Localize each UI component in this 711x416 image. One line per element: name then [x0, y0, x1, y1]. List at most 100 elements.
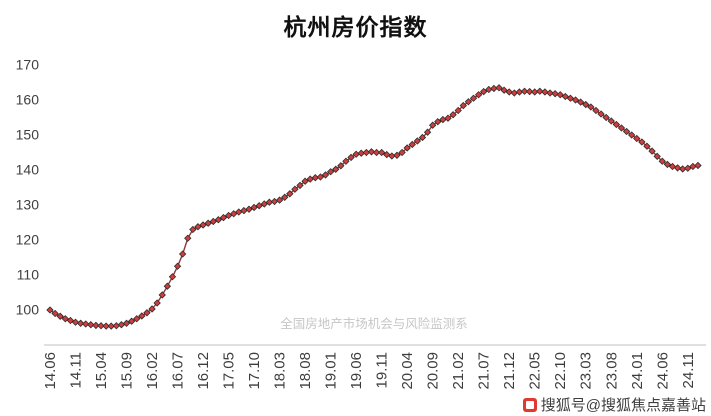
chart-title: 杭州房价指数	[283, 14, 428, 40]
svg-text:20.04: 20.04	[399, 352, 416, 390]
svg-text:15.09: 15.09	[119, 352, 136, 390]
svg-text:19.01: 19.01	[323, 352, 340, 390]
data-point-marker	[127, 317, 136, 325]
data-point-marker	[607, 117, 615, 125]
data-point-marker	[454, 106, 462, 115]
svg-text:17.10: 17.10	[246, 352, 263, 390]
svg-text:100: 100	[16, 302, 40, 318]
svg-text:24.06: 24.06	[654, 352, 671, 390]
data-point-marker	[352, 150, 360, 158]
data-point-marker	[582, 100, 590, 109]
data-point-marker	[668, 162, 677, 171]
data-point-marker	[597, 110, 605, 118]
svg-text:18.08: 18.08	[297, 352, 314, 390]
svg-text:110: 110	[17, 267, 40, 283]
sohu-watermark: 搜狐号@搜狐焦点嘉善站	[522, 394, 706, 415]
data-point-marker	[653, 152, 661, 161]
chart-watermark: 全国房地产市场机会与风险监测系	[280, 316, 468, 331]
data-point-marker	[250, 203, 258, 212]
data-point-marker	[224, 211, 233, 220]
data-point-marker	[337, 162, 345, 170]
data-point-marker	[541, 88, 549, 96]
data-point-marker	[495, 84, 503, 92]
data-point-marker	[684, 164, 692, 172]
svg-text:22.05: 22.05	[527, 352, 544, 390]
svg-text:15.04: 15.04	[93, 352, 110, 390]
data-point-marker	[449, 111, 457, 119]
data-point-marker	[342, 157, 350, 165]
data-point-marker	[56, 312, 64, 320]
data-point-marker	[46, 306, 54, 314]
data-point-marker	[469, 94, 478, 102]
series-markers	[46, 84, 702, 330]
svg-text:23.08: 23.08	[603, 352, 620, 390]
svg-text:18.03: 18.03	[272, 352, 289, 390]
svg-text:150: 150	[16, 127, 40, 143]
data-point-marker	[97, 322, 105, 330]
data-point-marker	[92, 321, 100, 330]
data-point-marker	[117, 321, 126, 329]
svg-text:23.03: 23.03	[578, 352, 595, 390]
data-point-marker	[347, 153, 355, 162]
data-point-marker	[622, 127, 631, 136]
sohu-logo-icon	[522, 397, 537, 412]
data-point-marker	[643, 142, 651, 150]
data-point-marker	[286, 190, 294, 198]
data-point-marker	[71, 318, 80, 326]
sohu-watermark-text: 搜狐号@搜狐焦点嘉善站	[540, 397, 706, 414]
data-point-marker	[398, 148, 406, 157]
data-point-marker	[459, 101, 467, 110]
data-point-marker	[403, 144, 411, 152]
data-point-marker	[505, 88, 513, 96]
data-point-marker	[107, 322, 115, 330]
data-point-marker	[393, 151, 401, 159]
svg-text:14.06: 14.06	[42, 352, 59, 390]
svg-text:17.05: 17.05	[221, 352, 238, 390]
data-point-marker	[148, 305, 156, 313]
data-point-marker	[372, 148, 381, 157]
data-point-marker	[429, 121, 437, 129]
data-point-marker	[510, 89, 518, 97]
data-point-marker	[255, 202, 263, 210]
data-point-marker	[204, 219, 212, 227]
data-point-marker	[296, 181, 304, 190]
data-point-marker	[413, 137, 422, 145]
data-point-marker	[571, 96, 580, 104]
data-point-marker	[500, 86, 508, 94]
data-point-marker	[122, 319, 131, 327]
data-point-marker	[464, 98, 473, 106]
data-point-marker	[367, 148, 376, 156]
series-line	[49, 87, 699, 327]
data-point-marker	[87, 321, 95, 329]
data-point-marker	[638, 138, 646, 146]
svg-text:21.02: 21.02	[450, 352, 467, 390]
data-point-marker	[536, 87, 544, 95]
data-point-marker	[112, 322, 120, 330]
svg-text:21.07: 21.07	[476, 352, 493, 390]
data-point-marker	[66, 316, 75, 325]
svg-text:19.06: 19.06	[348, 352, 365, 390]
data-point-marker	[291, 185, 299, 193]
y-axis-labels: 100 110 120 130 140 150 160 170	[16, 57, 40, 318]
data-point-marker	[82, 320, 90, 328]
data-point-marker	[270, 197, 279, 206]
data-point-marker	[173, 262, 182, 270]
data-point-marker	[219, 213, 228, 222]
svg-text:24.01: 24.01	[629, 352, 646, 390]
data-point-marker	[189, 225, 197, 234]
data-point-marker	[178, 250, 187, 258]
data-point-marker	[260, 200, 268, 208]
data-point-marker	[184, 234, 192, 242]
data-point-marker	[102, 322, 110, 330]
data-point-marker	[566, 94, 575, 102]
data-point-marker	[434, 118, 442, 126]
data-point-marker	[418, 133, 427, 142]
data-point-marker	[377, 148, 386, 157]
data-point-marker	[245, 205, 253, 213]
data-point-marker	[474, 91, 483, 99]
data-point-marker	[51, 309, 59, 318]
data-point-marker	[321, 171, 330, 179]
data-point-marker	[423, 128, 432, 136]
